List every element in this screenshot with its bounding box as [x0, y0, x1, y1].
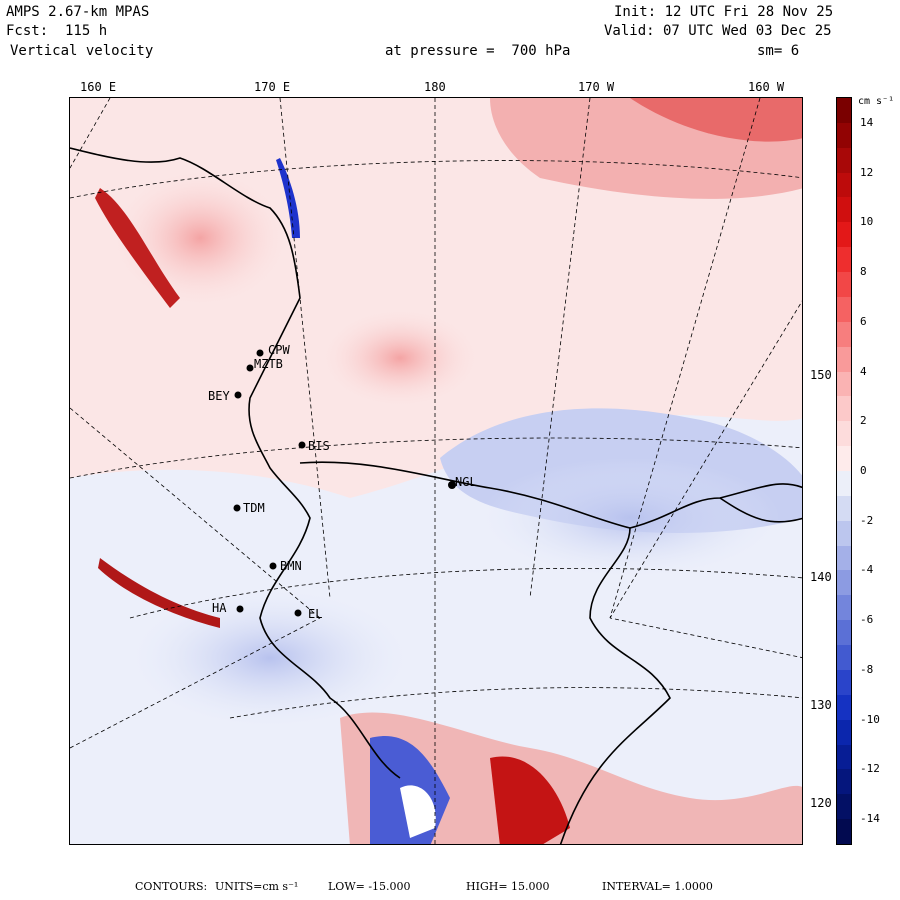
station-label-cpw: CPW — [268, 343, 290, 357]
footer-units: UNITS=cm s⁻¹ — [215, 880, 299, 893]
colorbar-swatch — [837, 122, 851, 149]
colorbar — [836, 97, 852, 845]
station-label-mztb: MZTB — [254, 357, 283, 371]
colorbar-swatch — [837, 396, 851, 422]
lon-label-160e: 160 E — [80, 80, 117, 94]
colorbar-swatch — [837, 247, 851, 273]
colorbar-swatch — [837, 570, 851, 596]
colorbar-swatch — [837, 421, 851, 447]
colorbar-swatch — [837, 321, 851, 348]
pressure-level: at pressure = 700 hPa — [385, 43, 571, 59]
colorbar-tick-label: -14 — [860, 812, 880, 826]
colorbar-swatch — [837, 819, 851, 845]
footer-interval: INTERVAL= 1.0000 — [602, 880, 713, 893]
colorbar-swatch — [837, 197, 851, 223]
lon-label-180: 180 — [424, 80, 446, 94]
negative-blob-victoria — [130, 588, 410, 728]
colorbar-tick-label: 10 — [860, 215, 874, 229]
colorbar-swatch — [837, 371, 851, 397]
footer-high: HIGH= 15.000 — [466, 880, 550, 893]
station-label-ngl: NGL — [455, 475, 477, 489]
colorbar-tick-label: 4 — [860, 364, 867, 378]
smoothing-value: sm= 6 — [757, 43, 800, 59]
station-label-bey: BEY — [208, 389, 230, 403]
graticule — [70, 98, 802, 844]
model-title: AMPS 2.67-km MPAS — [6, 4, 150, 20]
station-label-bis: BIS — [308, 439, 330, 453]
coastal-streak-2 — [98, 558, 220, 628]
colorbar-swatch — [837, 794, 851, 820]
colorbar-tick-label: -2 — [860, 513, 874, 527]
map-svg — [70, 98, 802, 844]
colorbar-tick-label: -10 — [860, 712, 880, 726]
positive-core-north — [630, 98, 802, 142]
colorbar-swatch — [837, 694, 851, 721]
colorbar-swatch — [837, 172, 851, 198]
coastline — [70, 147, 802, 844]
station-label-el: EL — [308, 607, 323, 621]
footer-contours: CONTOURS: — [135, 880, 208, 893]
colorbar-swatch — [837, 471, 851, 497]
colorbar-swatch — [837, 147, 851, 174]
colorbar-swatch — [837, 272, 851, 298]
colorbar-swatch — [837, 346, 851, 373]
colorbar-tick-label: -6 — [860, 613, 874, 627]
colorbar-swatch — [837, 645, 851, 671]
colorbar-swatch — [837, 495, 851, 522]
colorbar-swatch — [837, 744, 851, 770]
colorbar-units: cm s⁻¹ — [858, 96, 895, 107]
station-label-bmn: BMN — [280, 559, 302, 573]
lon-label-170w: 170 W — [578, 80, 615, 94]
colorbar-tick-label: 12 — [860, 165, 874, 179]
variable-name: Vertical velocity — [10, 43, 154, 59]
stations — [233, 349, 456, 617]
colorbar-swatch — [837, 98, 851, 124]
colorbar-swatch — [837, 620, 851, 646]
positive-blob-central — [320, 308, 480, 408]
masked-terrain-south — [400, 785, 436, 838]
station-label-tdm: TDM — [243, 501, 265, 515]
colorbar-tick-label: -12 — [860, 762, 880, 776]
colorbar-swatch — [837, 446, 851, 472]
colorbar-tick-label: 6 — [860, 314, 867, 328]
colorbar-tick-label: 2 — [860, 414, 867, 428]
colorbar-swatch — [837, 595, 851, 621]
colorbar-swatch — [837, 296, 851, 323]
coastal-streak-1 — [95, 188, 180, 308]
init-time: Init: 12 UTC Fri 28 Nov 25 — [614, 4, 834, 20]
colorbar-swatch — [837, 545, 851, 571]
lon-label-160w: 160 W — [748, 80, 785, 94]
colorbar-swatch — [837, 769, 851, 795]
negative-blob-shelf — [480, 458, 780, 578]
coastal-streak-3 — [276, 158, 300, 238]
colorbar-swatch — [837, 520, 851, 547]
colorbar-tick-label: 0 — [860, 464, 867, 477]
colorbar-tick-label: 8 — [860, 265, 867, 279]
colorbar-tick-label: 14 — [860, 115, 874, 129]
valid-time: Valid: 07 UTC Wed 03 Dec 25 — [604, 23, 832, 39]
footer-low: LOW= -15.000 — [328, 880, 411, 893]
vertical-velocity-map — [69, 97, 803, 845]
station-label-ha: HA — [212, 601, 227, 615]
colorbar-swatch — [837, 669, 851, 696]
positive-core-south — [490, 756, 570, 844]
positive-band-south — [340, 712, 802, 844]
colorbar-tick-label: -4 — [860, 563, 874, 577]
lon-label-170e: 170 E — [254, 80, 291, 94]
colorbar-swatch — [837, 222, 851, 248]
forecast-hour: Fcst: 115 h — [6, 23, 108, 39]
colorbar-swatch — [837, 719, 851, 746]
colorbar-tick-label: -8 — [860, 662, 874, 676]
